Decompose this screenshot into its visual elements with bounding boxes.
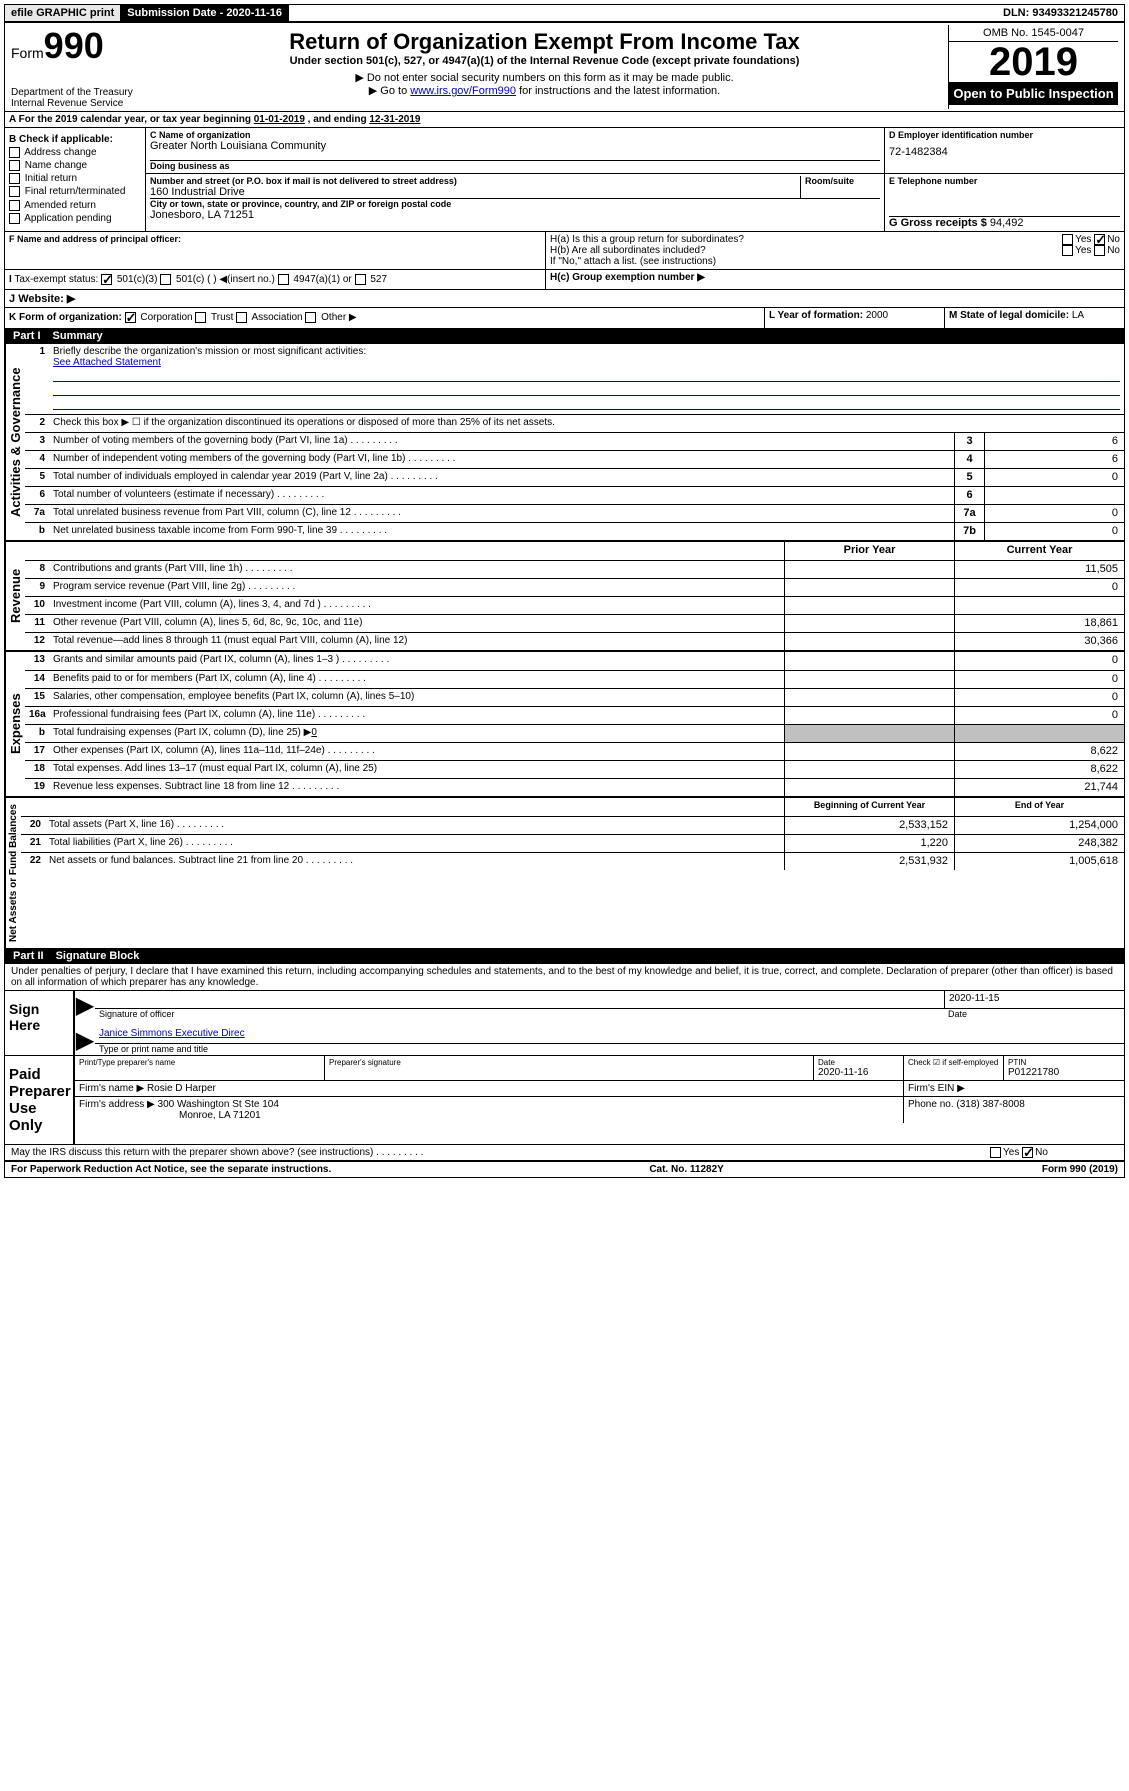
h-c: H(c) Group exemption number ▶ bbox=[550, 272, 705, 283]
dept-treasury: Department of the Treasury bbox=[11, 87, 141, 98]
period-row: A For the 2019 calendar year, or tax yea… bbox=[5, 111, 1124, 127]
revenue-section: Revenue Prior YearCurrent Year 8Contribu… bbox=[5, 540, 1124, 650]
part-1-header: Part I Summary bbox=[5, 328, 1124, 344]
officer-label: F Name and address of principal officer: bbox=[9, 234, 541, 244]
irs-label: Internal Revenue Service bbox=[11, 98, 141, 109]
page-footer: For Paperwork Reduction Act Notice, see … bbox=[5, 1160, 1124, 1177]
paid-preparer-block: Paid Preparer Use Only Print/Type prepar… bbox=[5, 1055, 1124, 1144]
form-header: Form990 Department of the Treasury Inter… bbox=[5, 23, 1124, 111]
officer-name: Janice Simmons Executive Direc bbox=[99, 1028, 245, 1039]
mission-statement: See Attached Statement bbox=[53, 357, 161, 368]
website-row: J Website: ▶ bbox=[5, 289, 1124, 307]
address: 160 Industrial Drive bbox=[150, 186, 800, 198]
form-title: Return of Organization Exempt From Incom… bbox=[151, 29, 938, 55]
tax-year: 2019 bbox=[949, 42, 1118, 82]
section-b: B Check if applicable: Address change Na… bbox=[5, 128, 145, 231]
gross-receipts: G Gross receipts $ 94,492 bbox=[889, 217, 1120, 229]
form-990-page: efile GRAPHIC print Submission Date - 20… bbox=[4, 4, 1125, 1178]
org-name: Greater North Louisiana Community bbox=[150, 140, 880, 152]
h-b-note: If "No," attach a list. (see instruction… bbox=[550, 256, 1120, 267]
declaration: Under penalties of perjury, I declare th… bbox=[5, 964, 1124, 990]
officer-group-row: F Name and address of principal officer:… bbox=[5, 231, 1124, 269]
note-instructions: ▶ Go to www.irs.gov/Form990 for instruct… bbox=[151, 84, 938, 97]
activities-governance: Activities & Governance 1 Briefly descri… bbox=[5, 344, 1124, 540]
dln: DLN: 93493321245780 bbox=[997, 5, 1124, 21]
h-b: H(b) Are all subordinates included? bbox=[550, 245, 706, 256]
submission-date: Submission Date - 2020-11-16 bbox=[121, 5, 289, 21]
form-subtitle: Under section 501(c), 527, or 4947(a)(1)… bbox=[151, 55, 938, 67]
form-org-row: K Form of organization: Corporation Trus… bbox=[5, 307, 1124, 327]
org-name-label: C Name of organization bbox=[150, 130, 880, 140]
city-label: City or town, state or province, country… bbox=[150, 199, 880, 209]
ein-value: 72-1482384 bbox=[889, 146, 1120, 158]
city-value: Jonesboro, LA 71251 bbox=[150, 209, 880, 221]
room-label: Room/suite bbox=[805, 176, 876, 186]
entity-block: B Check if applicable: Address change Na… bbox=[5, 127, 1124, 231]
ein-label: D Employer identification number bbox=[889, 130, 1120, 140]
net-assets-section: Net Assets or Fund Balances Beginning of… bbox=[5, 796, 1124, 948]
sign-here-block: Sign Here ▶ 2020-11-15 Signature of offi… bbox=[5, 990, 1124, 1055]
note-ssn: ▶ Do not enter social security numbers o… bbox=[151, 71, 938, 84]
part-2-header: Part II Signature Block bbox=[5, 948, 1124, 964]
phone-label: E Telephone number bbox=[889, 176, 1120, 186]
efile-graphic-print[interactable]: efile GRAPHIC print bbox=[5, 5, 121, 21]
topbar: efile GRAPHIC print Submission Date - 20… bbox=[5, 5, 1124, 23]
dba-label: Doing business as bbox=[150, 161, 880, 171]
expenses-section: Expenses 13Grants and similar amounts pa… bbox=[5, 650, 1124, 796]
h-a: H(a) Is this a group return for subordin… bbox=[550, 234, 744, 245]
tax-exempt-row: I Tax-exempt status: 501(c)(3) 501(c) ( … bbox=[5, 269, 1124, 289]
form-number: Form990 bbox=[11, 25, 141, 67]
discuss-row: May the IRS discuss this return with the… bbox=[5, 1144, 1124, 1160]
open-inspection: Open to Public Inspection bbox=[949, 82, 1118, 105]
address-label: Number and street (or P.O. box if mail i… bbox=[150, 176, 800, 186]
form990-link[interactable]: www.irs.gov/Form990 bbox=[410, 85, 516, 97]
